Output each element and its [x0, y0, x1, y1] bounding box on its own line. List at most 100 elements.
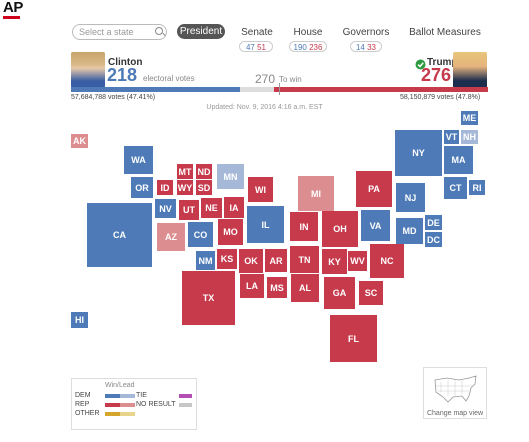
tab-senate[interactable]: Senate — [241, 27, 273, 38]
state-tile-ca[interactable]: CA — [87, 203, 152, 267]
legend-other-label: OTHER — [75, 410, 100, 417]
governors-rep-count: 33 — [367, 43, 377, 52]
state-tile-sd[interactable]: SD — [196, 180, 212, 195]
state-tile-mn[interactable]: MN — [217, 164, 244, 189]
us-map-icon — [434, 375, 477, 403]
state-tile-wv[interactable]: WV — [348, 251, 367, 271]
state-tile-ia[interactable]: IA — [224, 197, 244, 218]
tab-governors[interactable]: Governors — [342, 27, 390, 38]
state-tile-az[interactable]: AZ — [157, 223, 185, 251]
trump-photo — [453, 52, 487, 88]
clinton-name: Clinton — [108, 57, 143, 68]
legend-rep-lead-swatch — [120, 403, 135, 407]
house-count-pill[interactable]: 190 236 — [289, 41, 327, 52]
updated-timestamp: Updated: Nov. 9, 2016 4:16 a.m. EST — [206, 104, 323, 111]
state-tile-oh[interactable]: OH — [322, 211, 358, 247]
legend-rep-label: REP — [75, 401, 90, 408]
legend-dem-win-swatch — [105, 394, 120, 398]
dem-progress-fill — [71, 87, 240, 92]
to-win-value: 270 — [255, 72, 276, 86]
legend-dem-lead-swatch — [120, 394, 135, 398]
state-tile-wy[interactable]: WY — [177, 180, 193, 195]
legend-dem-label: DEM — [75, 392, 91, 399]
change-map-view-label: Change map view — [426, 410, 484, 417]
governors-count-pill[interactable]: 14 33 — [350, 41, 382, 52]
state-tile-ky[interactable]: KY — [322, 249, 347, 274]
governors-dem-count: 14 — [355, 43, 365, 52]
search-icon[interactable] — [155, 27, 163, 35]
state-tile-de[interactable]: DE — [425, 215, 442, 230]
to-win-label: To win — [279, 75, 302, 84]
clinton-photo — [71, 52, 105, 88]
ap-logo[interactable]: AP — [3, 0, 23, 16]
house-rep-count: 236 — [309, 43, 323, 52]
state-tile-mi[interactable]: MI — [298, 176, 334, 211]
senate-dem-count: 47 — [245, 43, 255, 52]
state-tile-ma[interactable]: MA — [444, 146, 473, 174]
state-tile-id[interactable]: ID — [157, 180, 173, 195]
legend-title: Win/Lead — [105, 382, 135, 389]
legend-tie-swatch — [179, 394, 192, 398]
state-tile-nv[interactable]: NV — [155, 199, 176, 218]
state-tile-nj[interactable]: NJ — [396, 183, 425, 212]
state-tile-tn[interactable]: TN — [290, 246, 319, 273]
map-legend: Win/Lead DEM REP OTHER TIE NO RESULT — [71, 378, 197, 430]
state-tile-ne[interactable]: NE — [201, 198, 222, 218]
state-tile-mt[interactable]: MT — [177, 164, 193, 179]
clinton-popular-votes: 57,684,788 votes (47.41%) — [71, 94, 156, 101]
state-tile-pa[interactable]: PA — [356, 171, 392, 207]
state-tile-nc[interactable]: NC — [370, 244, 404, 278]
tab-house[interactable]: House — [293, 27, 323, 38]
house-dem-count: 190 — [293, 43, 307, 52]
state-tile-sc[interactable]: SC — [359, 281, 383, 305]
state-tile-ok[interactable]: OK — [239, 249, 263, 273]
legend-other-lead-swatch — [120, 412, 135, 416]
trump-electoral-votes: 276 — [421, 65, 452, 85]
senate-count-pill[interactable]: 47 51 — [239, 41, 273, 52]
state-tile-ct[interactable]: CT — [444, 177, 467, 199]
state-tile-ri[interactable]: RI — [469, 180, 485, 195]
state-tile-in[interactable]: IN — [290, 212, 318, 241]
state-tile-nd[interactable]: ND — [196, 164, 212, 179]
legend-tie-label: TIE — [136, 392, 147, 399]
state-tile-ga[interactable]: GA — [324, 277, 355, 309]
state-tile-co[interactable]: CO — [188, 222, 213, 247]
state-tile-il[interactable]: IL — [247, 206, 284, 243]
tab-ballot-measures[interactable]: Ballot Measures — [409, 27, 481, 38]
state-tile-ut[interactable]: UT — [179, 200, 199, 220]
state-tile-wa[interactable]: WA — [124, 146, 153, 174]
state-tile-dc[interactable]: DC — [425, 232, 442, 247]
state-tile-nm[interactable]: NM — [196, 251, 215, 270]
state-tile-va[interactable]: VA — [361, 210, 390, 241]
state-tile-mo[interactable]: MO — [218, 219, 243, 245]
state-tile-vt[interactable]: VT — [444, 130, 459, 144]
tab-president[interactable]: President — [177, 24, 225, 39]
electoral-votes-label: electoral votes — [143, 74, 195, 83]
state-tile-ks[interactable]: KS — [217, 249, 237, 269]
legend-other-win-swatch — [105, 412, 120, 416]
state-tile-md[interactable]: MD — [396, 218, 423, 244]
state-tile-la[interactable]: LA — [240, 274, 264, 298]
clinton-electoral-votes: 218 — [107, 65, 138, 85]
state-tile-wi[interactable]: WI — [248, 177, 273, 202]
state-tile-ak[interactable]: AK — [71, 134, 88, 148]
state-tile-tx[interactable]: TX — [182, 271, 235, 325]
trump-name: Trump — [427, 57, 458, 68]
state-tile-ny[interactable]: NY — [395, 130, 442, 176]
state-tile-al[interactable]: AL — [291, 274, 319, 302]
legend-no-result-label: NO RESULT — [136, 401, 176, 408]
senate-rep-count: 51 — [257, 43, 267, 52]
state-search-input[interactable]: Select a state — [72, 24, 167, 40]
winner-check-icon — [415, 57, 427, 70]
state-tile-nh[interactable]: NH — [461, 130, 478, 144]
legend-rep-win-swatch — [105, 403, 120, 407]
change-map-view-button[interactable]: Change map view — [423, 367, 487, 419]
logo-underline — [3, 16, 20, 19]
state-tile-me[interactable]: ME — [461, 111, 478, 125]
state-tile-ms[interactable]: MS — [267, 277, 287, 298]
state-tile-ar[interactable]: AR — [265, 249, 287, 272]
state-tile-hi[interactable]: HI — [71, 312, 88, 328]
state-tile-fl[interactable]: FL — [330, 315, 377, 362]
rep-progress-fill — [274, 87, 488, 92]
state-tile-or[interactable]: OR — [131, 177, 153, 198]
